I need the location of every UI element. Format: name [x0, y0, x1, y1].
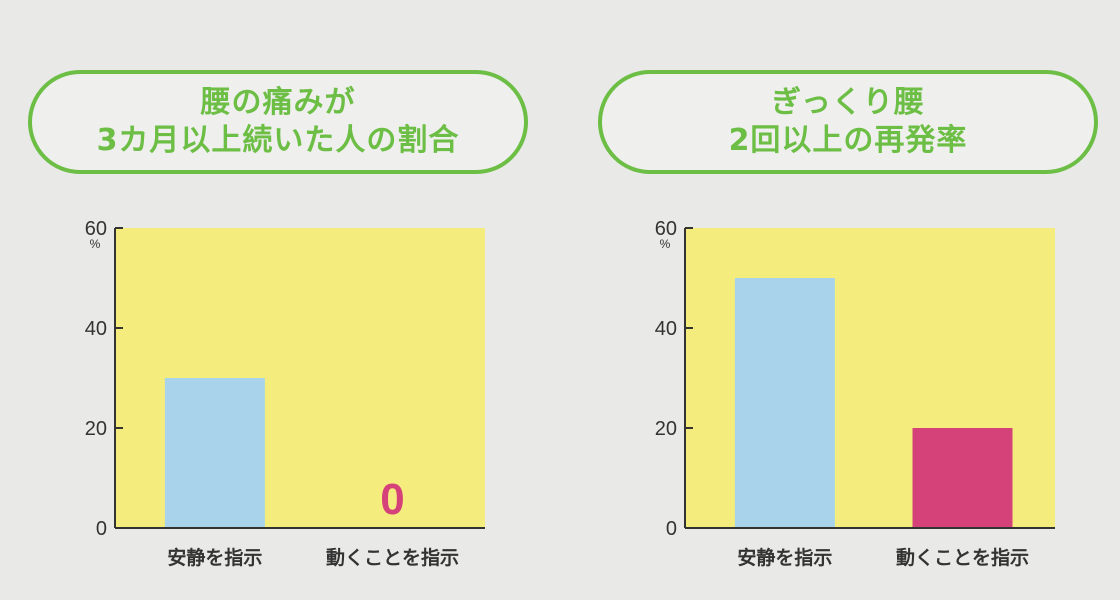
y-tick-label-60: 60 [655, 218, 677, 240]
category-label-2: 動くことを指示 [896, 547, 1029, 569]
bar-2 [912, 428, 1013, 528]
chart-panel-back-pain-duration: 腰の痛みが 3カ月以上続いた人の割合 安静を指示 0 動くことを指示 0 20 40 60% [20, 0, 560, 600]
y-tick-label-40: 40 [655, 318, 677, 340]
category-label-1: 安静を指示 [737, 546, 832, 569]
chart-title-line-2: 2回以上の再発率 [728, 123, 968, 158]
chart-panel-recurrence-rate: ぎっくり腰 2回以上の再発率 安静を指示 動くことを指示 0 20 40 60% [590, 0, 1120, 600]
chart-title-line-1: 腰の痛みが [200, 85, 356, 120]
chart-title-pill: ぎっくり腰 2回以上の再発率 [598, 70, 1098, 174]
y-tick-label-20: 20 [85, 418, 107, 440]
y-tick-label-0: 0 [666, 518, 677, 540]
y-axis-unit-label: % [90, 237, 101, 251]
category-label-1: 安静を指示 [167, 546, 262, 569]
y-axis-unit-label: % [660, 237, 671, 251]
chart-title-line-2: 3カ月以上続いた人の割合 [96, 123, 460, 158]
chart-title-pill: 腰の痛みが 3カ月以上続いた人の割合 [28, 70, 528, 174]
bar-1 [164, 378, 265, 528]
category-label-2: 動くことを指示 [326, 547, 459, 569]
y-tick-label-60: 60 [85, 218, 107, 240]
bar-chart-recurrence-rate: 安静を指示 動くことを指示 0 20 40 60% [655, 218, 1055, 569]
data-label-2: 0 [380, 475, 404, 524]
y-tick-label-20: 20 [655, 418, 677, 440]
bar-chart-back-pain-duration: 安静を指示 0 動くことを指示 0 20 40 60% [85, 218, 485, 569]
y-tick-label-0: 0 [96, 518, 107, 540]
bar-1 [734, 278, 835, 528]
y-tick-label-40: 40 [85, 318, 107, 340]
chart-title-line-1: ぎっくり腰 [771, 85, 925, 120]
